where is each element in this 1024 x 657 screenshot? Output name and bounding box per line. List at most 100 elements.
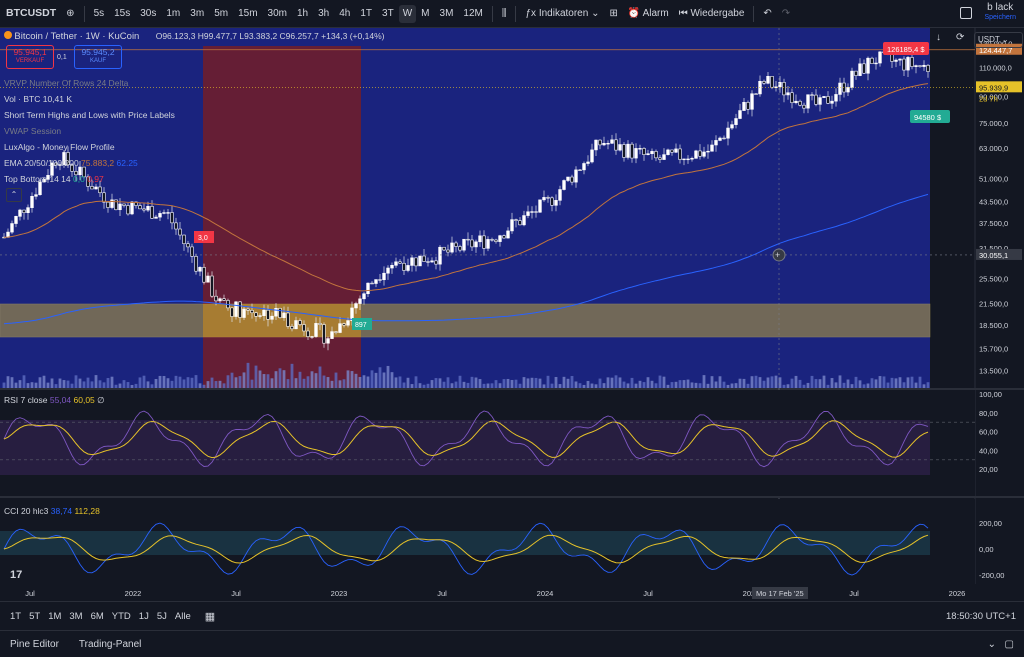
candle-body (322, 324, 326, 344)
range-1j[interactable]: 1J (138, 610, 149, 622)
interval-4h[interactable]: 4h (339, 8, 351, 19)
divider (515, 5, 517, 22)
price-axis-label: 37.500,0 (979, 219, 1008, 228)
interval-12m[interactable]: 12M (463, 8, 483, 19)
volume-bar (666, 384, 670, 388)
candle-body (862, 63, 866, 74)
interval-1t[interactable]: 1T (360, 8, 373, 19)
volume-bar (558, 384, 562, 388)
buy-button[interactable]: 95.945,2 KAUF (74, 45, 122, 69)
vrvp-legend[interactable]: VRVP Number Of Rows 24 Delta (4, 78, 129, 88)
symbol-search[interactable]: BTCUSDT (6, 7, 57, 19)
candle-body (658, 157, 662, 160)
date-range-icon[interactable]: ▦ (204, 610, 216, 623)
sell-button[interactable]: 95.945,1 VERKAUF (6, 45, 54, 69)
interval-15s[interactable]: 15s (114, 8, 131, 19)
user-menu[interactable]: b lack Speichern (984, 2, 1016, 22)
interval-5s[interactable]: 5s (93, 8, 105, 19)
volume-bar (506, 378, 510, 388)
range-5t[interactable]: 5T (29, 610, 41, 622)
collapse-legend-button[interactable]: ⌃ (6, 188, 22, 202)
fullscreen-icon[interactable] (960, 7, 972, 19)
cci-legend[interactable]: CCI 20 hlc3 38,74 112,28 (4, 506, 100, 516)
candle-body (442, 246, 446, 251)
refresh-icon[interactable]: ⟳ (956, 32, 965, 43)
alert-button[interactable]: ⏰ Alarm (623, 0, 674, 27)
interval-m[interactable]: M (421, 8, 430, 19)
volume-bar (510, 379, 514, 388)
replay-button[interactable]: ⏮ Wiedergabe (674, 0, 750, 27)
low-label-bg (910, 110, 950, 123)
redo-icon[interactable]: ↷ (781, 8, 791, 19)
interval-3m[interactable]: 3M (439, 8, 454, 19)
layouts-icon[interactable]: ⊞ (609, 8, 618, 19)
volume-bar (718, 376, 722, 388)
collapse-panel-icon[interactable]: ⌄ (987, 638, 996, 650)
interval-15m[interactable]: 15m (238, 8, 258, 19)
volume-bar (250, 379, 254, 388)
volume-bar (734, 383, 738, 388)
volume-bar (134, 383, 138, 388)
tab-trading-panel[interactable]: Trading-Panel (78, 638, 142, 650)
interval-1m[interactable]: 1m (166, 8, 181, 19)
volume-bar (610, 377, 614, 388)
sthl-legend[interactable]: Short Term Highs and Lows with Price Lab… (4, 110, 175, 120)
range-1m[interactable]: 1M (48, 610, 62, 622)
chart-svg[interactable]: 130.000,0110.000,090.000,075.000,063.000… (0, 28, 1024, 600)
time-axis-label: 2023 (331, 589, 348, 598)
candle-body (594, 139, 598, 151)
ema-legend[interactable]: EMA 20/50/100/200 75.883,2 62.25 (4, 158, 138, 168)
interval-w[interactable]: W (398, 4, 417, 23)
range-5j[interactable]: 5J (156, 610, 167, 622)
rsi-legend[interactable]: RSI 7 close 55,04 60,05 ∅ (4, 395, 105, 406)
currency-select[interactable]: USDT ⌄ (974, 32, 1023, 48)
candle-body (78, 166, 82, 176)
add-symbol-icon[interactable]: ⊕ (66, 8, 75, 19)
candle-body (514, 219, 518, 221)
candle-body (406, 265, 410, 271)
candle-body (386, 267, 390, 274)
rsi-axis-label: 20,00 (979, 465, 998, 474)
volume-bar (206, 381, 210, 388)
interval-30m[interactable]: 30m (267, 8, 287, 19)
range-1t[interactable]: 1T (10, 610, 22, 622)
undo-icon[interactable]: ↶ (763, 8, 772, 19)
candle-body (374, 279, 378, 284)
luxalgo-legend[interactable]: LuxAlgo - Money Flow Profile (4, 142, 115, 152)
volume-bar (902, 382, 906, 388)
clock[interactable]: 18:50:30 UTC+1 (946, 610, 1016, 622)
topbottom-legend[interactable]: Top Bottom 14 14 0,0 0,97 (4, 174, 104, 184)
cci-axis-label: 200,00 (979, 519, 1002, 528)
candle-body (726, 127, 730, 139)
maximize-panel-icon[interactable]: ▢ (1004, 638, 1014, 650)
interval-30s[interactable]: 30s (140, 8, 157, 19)
indicators-button[interactable]: ƒx Indikatoren ⌄ (525, 8, 600, 19)
volume-bar (742, 378, 746, 388)
interval-3t[interactable]: 3T (382, 8, 394, 19)
ath-label: 126185,4 $ (887, 45, 925, 54)
candle-body (398, 261, 402, 264)
save-link[interactable]: Speichern (984, 14, 1016, 21)
range-3m[interactable]: 3M (69, 610, 83, 622)
volume-bar (686, 379, 690, 388)
volume-legend[interactable]: Vol · BTC 10,41 K (4, 94, 73, 104)
vwap-legend[interactable]: VWAP Session (4, 126, 62, 136)
range-6m[interactable]: 6M (90, 610, 104, 622)
chart-area[interactable]: 130.000,0110.000,090.000,075.000,063.000… (0, 28, 1024, 600)
candle-body (370, 282, 374, 285)
range-ytd[interactable]: YTD (111, 610, 131, 622)
candle-type-icon[interactable]: ⫼ (501, 8, 507, 19)
divider (753, 5, 755, 22)
candle-body (694, 150, 698, 159)
interval-3h[interactable]: 3h (318, 8, 330, 19)
candle-body (26, 207, 30, 213)
candle-body (874, 62, 878, 65)
interval-5m[interactable]: 5m (214, 8, 229, 19)
interval-3m[interactable]: 3m (190, 8, 205, 19)
volume-bar (822, 375, 826, 388)
arrow-down-icon[interactable]: ↓ (936, 32, 941, 43)
tab-pine-editor[interactable]: Pine Editor (10, 638, 59, 650)
interval-1h[interactable]: 1h (297, 8, 309, 19)
candle-body (278, 308, 282, 318)
range-alle[interactable]: Alle (174, 610, 191, 622)
